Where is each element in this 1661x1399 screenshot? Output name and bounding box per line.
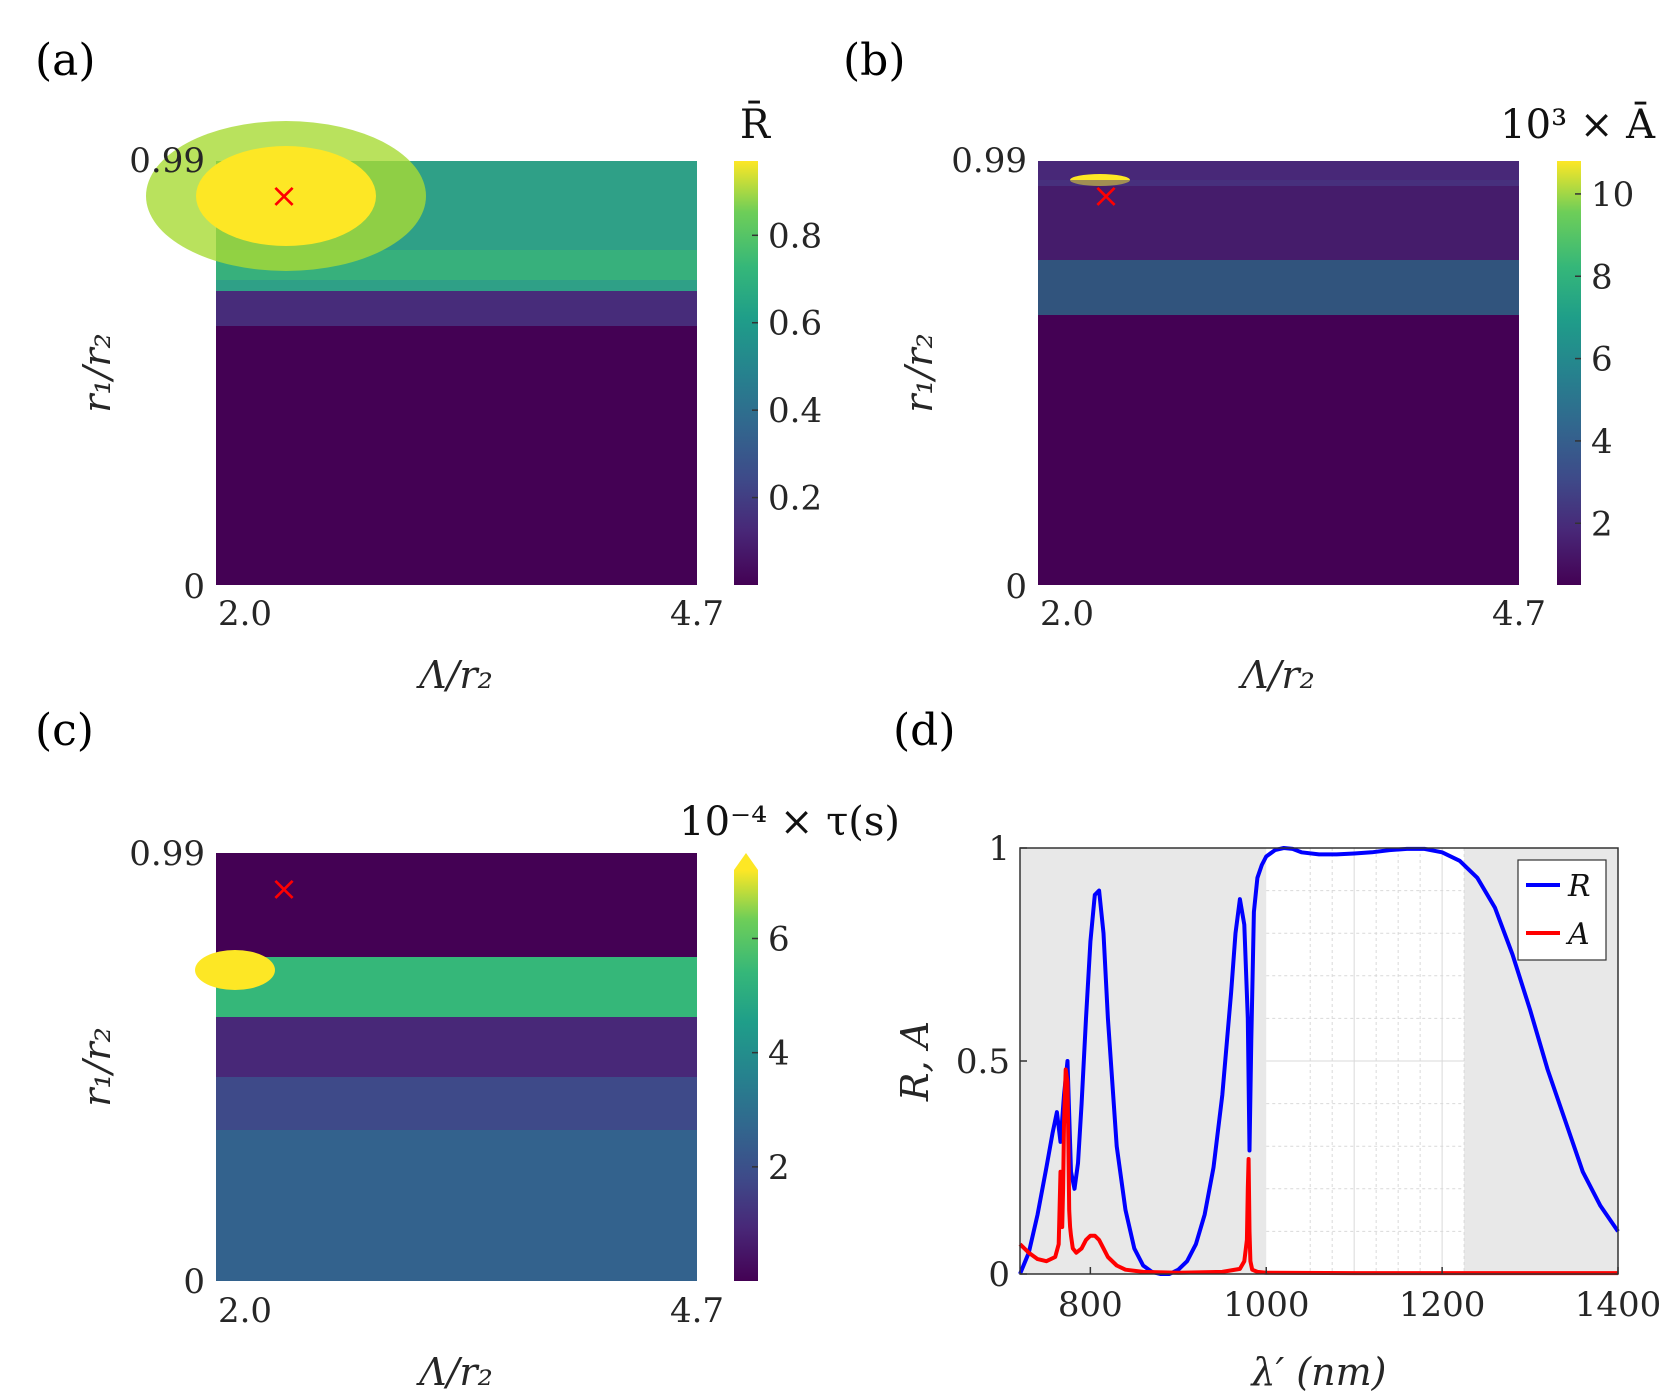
x-label-a: Λ/r₂ <box>416 653 493 697</box>
panel-label-b: (b) <box>843 35 906 86</box>
colorbar-title-b: 10³ × Ā <box>1500 102 1656 148</box>
panel-label-c: (c) <box>35 705 94 756</box>
shaded-region-0 <box>1020 848 1267 1274</box>
heatmap-b <box>1038 161 1519 585</box>
x-tick-d-3: 1400 <box>1575 1285 1661 1325</box>
x-tick-b-0: 2.0 <box>1040 594 1094 634</box>
x-label-c: Λ/r₂ <box>416 1350 493 1394</box>
legend: R A <box>1517 859 1607 961</box>
colorbar-ticks-c: 2 4 6 <box>752 920 790 1188</box>
colorbar-tick-label-1-0: 2 <box>1591 504 1613 544</box>
panel-a: × 2.0 4.7 0 0.99 Λ/r₂ r₁/r₂ R̄ 0.2 0.4 0.6… <box>75 101 822 697</box>
y-tick-b-1: 0.99 <box>951 141 1027 181</box>
colorbar-tick-label-2-0: 2 <box>768 1148 790 1188</box>
colorbar-tick-label-2-2: 6 <box>768 920 790 960</box>
panel-d: 800 1000 1200 1400 00.51 λ′ (nm) R, A R A <box>893 829 1661 1394</box>
colorbar-tick-label-0-1: 0.4 <box>768 391 822 431</box>
heatmap-c <box>195 853 697 1281</box>
y-label-b: r₁/r₂ <box>897 333 941 413</box>
x-label-b: Λ/r₂ <box>1238 653 1315 697</box>
legend-box <box>1517 859 1607 961</box>
panel-label-a: (a) <box>35 35 96 86</box>
legend-label-a: A <box>1565 917 1590 952</box>
x-tick-b-1: 4.7 <box>1492 594 1546 634</box>
x-tick-c-0: 2.0 <box>218 1291 272 1331</box>
heatmap-c-top <box>216 853 697 957</box>
colorbar-tick-label-0-2: 0.6 <box>768 304 822 344</box>
series-line-A <box>1018 1067 1618 1276</box>
x-tick-a-1: 4.7 <box>670 594 724 634</box>
series-line-R <box>1018 846 1620 1276</box>
line-plot-grid <box>1266 847 1465 1274</box>
heatmap-c-band <box>216 957 697 1017</box>
colorbar-tick-label-1-3: 8 <box>1591 257 1613 297</box>
colorbar-b <box>1557 161 1581 585</box>
y-tick-c-1: 0.99 <box>129 834 205 874</box>
marker-b: × <box>1092 176 1121 216</box>
colorbar-c-extend-arrow <box>734 853 758 870</box>
x-tick-d-2: 1200 <box>1399 1285 1486 1325</box>
y-ticks-d: 00.51 <box>956 829 1027 1295</box>
colorbar-a <box>734 161 758 585</box>
colorbar-tick-label-1-2: 6 <box>1591 340 1613 380</box>
colorbar-tick-label-1-1: 4 <box>1591 422 1613 462</box>
y-label-d: R, A <box>893 1021 937 1102</box>
heatmap-b-band <box>1038 260 1519 315</box>
legend-label-r: R <box>1567 869 1591 904</box>
y-tick-c-0: 0 <box>183 1262 205 1302</box>
marker-a: × <box>270 176 299 216</box>
y-tick-d-2: 1 <box>988 829 1010 869</box>
panel-label-d: (d) <box>893 705 956 756</box>
heatmap-a <box>146 121 697 585</box>
marker-c: × <box>270 869 299 909</box>
x-label-d: λ′ (nm) <box>1250 1350 1387 1394</box>
heatmap-a-hotspot <box>196 146 376 246</box>
x-tick-c-1: 4.7 <box>670 1291 724 1331</box>
colorbar-ticks-b: 2 4 6 8 10 <box>1575 175 1634 544</box>
y-tick-d-1: 0.5 <box>956 1042 1010 1082</box>
y-tick-d-0: 0 <box>988 1255 1010 1295</box>
colorbar-ticks-a: 0.2 0.4 0.6 0.8 <box>752 216 822 519</box>
colorbar-tick-label-1-4: 10 <box>1591 175 1634 215</box>
colorbar-title-c: 10⁻⁴ × τ(s) <box>679 799 900 845</box>
panel-b: × 2.0 4.7 0 0.99 Λ/r₂ r₁/r₂ 10³ × Ā 2 4 6 8… <box>897 102 1656 697</box>
x-tick-d-0: 800 <box>1058 1285 1123 1325</box>
panel-c: × 2.0 4.7 0 0.99 Λ/r₂ r₁/r₂ 10⁻⁴ × τ(s) … <box>75 799 900 1394</box>
y-label-a: r₁/r₂ <box>75 333 119 413</box>
y-tick-b-0: 0 <box>1005 567 1027 607</box>
line-plot-series <box>1018 846 1620 1276</box>
colorbar-tick-label-0-3: 0.8 <box>768 216 822 256</box>
x-tick-a-0: 2.0 <box>218 594 272 634</box>
colorbar-tick-label-2-1: 4 <box>768 1034 790 1074</box>
x-tick-d-1: 1000 <box>1223 1285 1310 1325</box>
colorbar-tick-label-0-0: 0.2 <box>768 479 822 519</box>
y-tick-a-1: 0.99 <box>129 141 205 181</box>
colorbar-c <box>734 870 758 1281</box>
x-ticks-d: 800 1000 1200 1400 <box>1058 1267 1661 1325</box>
y-label-c: r₁/r₂ <box>75 1027 119 1107</box>
y-tick-a-0: 0 <box>183 567 205 607</box>
colorbar-title-a: R̄ <box>740 101 772 148</box>
